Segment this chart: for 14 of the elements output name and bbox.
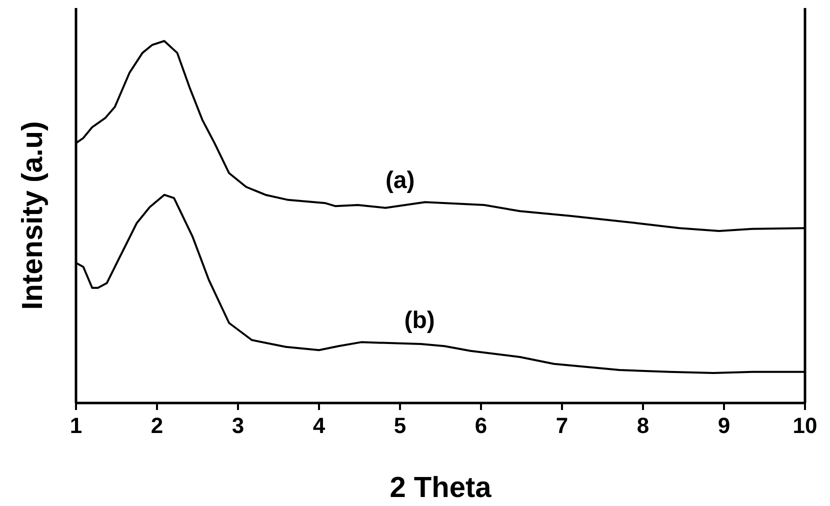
- x-tick-label: 4: [312, 413, 326, 438]
- y-axis-title: Intensity (a.u): [17, 121, 49, 310]
- x-tick-label: 6: [474, 413, 488, 438]
- x-tick-label: 10: [792, 413, 818, 438]
- x-tick-label: 9: [718, 413, 730, 438]
- x-axis-title: 2 Theta: [390, 472, 492, 504]
- x-tick-label: 8: [636, 413, 650, 438]
- series-label: (a): [385, 167, 415, 194]
- x-tick-label: 7: [556, 413, 568, 438]
- x-tick-label: 2: [150, 413, 164, 438]
- series-label: (b): [404, 307, 435, 334]
- x-tick-label: 1: [70, 413, 82, 438]
- x-tick-label: 3: [232, 413, 244, 438]
- x-tick-label: 5: [394, 413, 406, 438]
